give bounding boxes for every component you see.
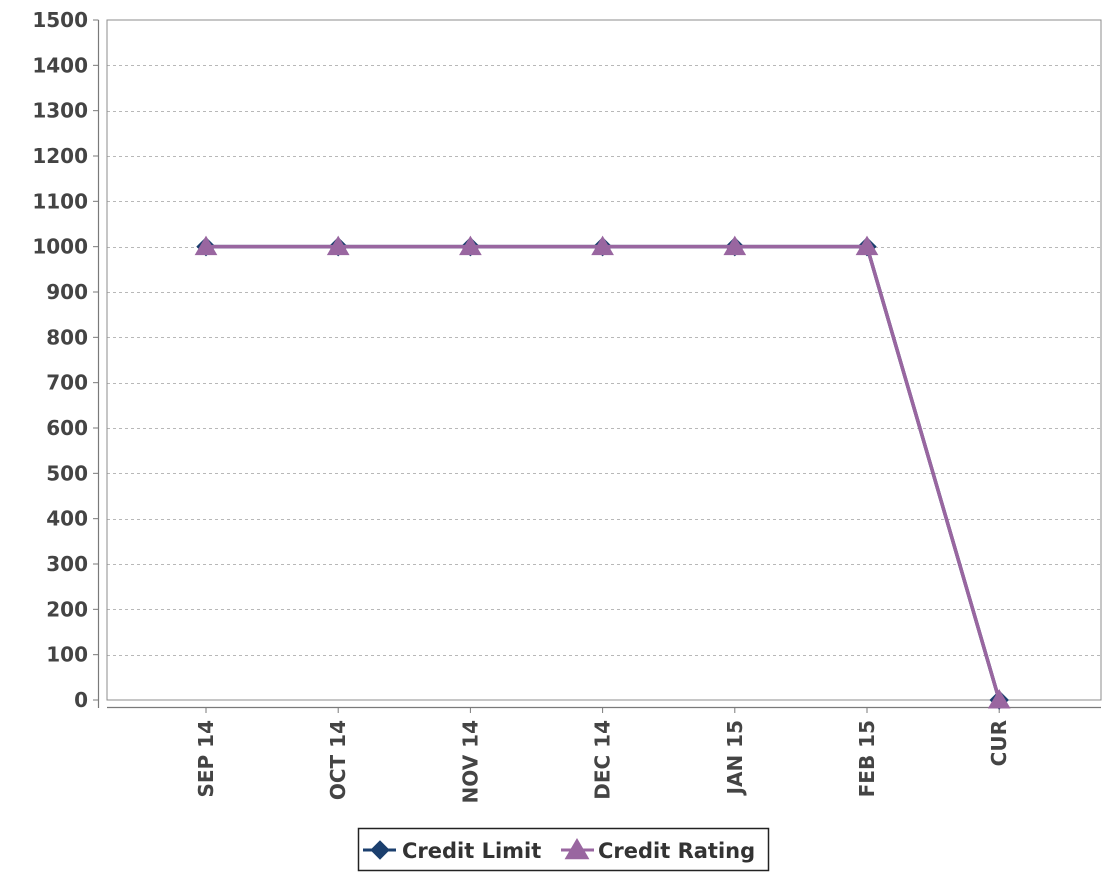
y-tick-label: 1500 bbox=[32, 8, 88, 32]
credit-rating-point bbox=[326, 235, 350, 256]
credit-rating-point bbox=[723, 235, 747, 256]
y-tick-label: 100 bbox=[46, 643, 88, 667]
y-tick-label: 800 bbox=[46, 325, 88, 349]
credit-rating-point bbox=[855, 235, 879, 256]
y-tick-label: 200 bbox=[46, 597, 88, 621]
x-tick-label: CUR bbox=[987, 720, 1011, 766]
y-tick-label: 400 bbox=[46, 507, 88, 531]
credit-rating-point bbox=[194, 235, 218, 256]
legend-diamond-icon bbox=[370, 840, 390, 860]
credit-rating-point bbox=[987, 689, 1011, 709]
y-tick-label: 700 bbox=[46, 371, 88, 395]
plot-border bbox=[106, 19, 1102, 701]
y-axis-ticks: 0 100 200 300 400 500 600 700 800 900 1000 1100 1200… bbox=[32, 8, 99, 712]
series-lines bbox=[194, 235, 1011, 710]
y-tick-label: 1100 bbox=[32, 189, 88, 213]
y-tick-label: 600 bbox=[46, 416, 88, 440]
y-tick-label: 0 bbox=[74, 688, 88, 712]
legend: Credit Limit Credit Rating bbox=[357, 827, 770, 872]
legend-label: Credit Limit bbox=[402, 839, 541, 863]
credit-rating-point bbox=[459, 235, 482, 256]
y-tick-label: 900 bbox=[46, 280, 88, 304]
x-tick-label: OCT 14 bbox=[326, 720, 350, 800]
x-tick-label: NOV 14 bbox=[458, 720, 482, 803]
legend-item-credit-rating: Credit Rating bbox=[561, 838, 755, 863]
plot-area bbox=[107, 20, 1101, 700]
y-tick-label: 500 bbox=[46, 461, 88, 485]
x-axis-ticks: SEP 14 OCT 14 NOV 14 DEC 14 JAN 15 FEB 15 CUR bbox=[194, 707, 1011, 803]
gridlines bbox=[107, 65, 1101, 656]
x-tick-label: FEB 15 bbox=[855, 720, 879, 797]
credit-rating-point bbox=[591, 235, 614, 256]
x-tick-label: JAN 15 bbox=[723, 720, 747, 796]
legend-item-credit-limit: Credit Limit bbox=[363, 839, 541, 863]
y-tick-label: 1300 bbox=[32, 99, 88, 123]
axes bbox=[97, 20, 1101, 709]
x-tick-label: SEP 14 bbox=[194, 720, 218, 798]
y-tick-label: 1200 bbox=[32, 144, 88, 168]
x-tick-label: DEC 14 bbox=[591, 720, 615, 800]
legend-triangle-icon bbox=[564, 838, 590, 860]
y-tick-label: 300 bbox=[46, 552, 88, 576]
y-tick-label: 1400 bbox=[32, 53, 88, 77]
legend-label: Credit Rating bbox=[598, 839, 755, 863]
y-tick-label: 1000 bbox=[32, 235, 88, 259]
